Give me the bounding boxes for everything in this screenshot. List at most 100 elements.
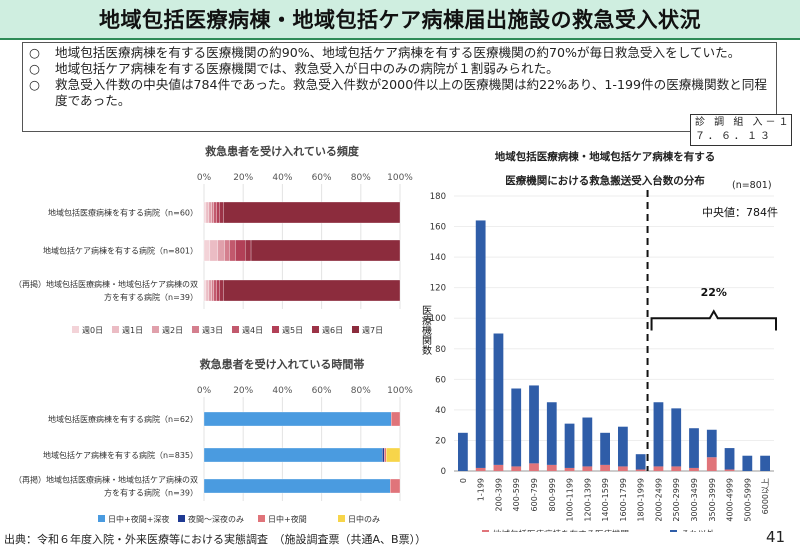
bar-segment — [229, 239, 236, 262]
bar-segment — [458, 432, 468, 471]
x-tick-label: 20% — [233, 173, 253, 183]
legend-label: 週1日 — [122, 326, 143, 335]
bar-segment — [671, 466, 682, 471]
x-tick-label: 6000以上 — [761, 478, 770, 514]
category-label: 地域包括医療病棟を有する病院（n=60） — [48, 208, 198, 218]
category-label: 地域包括医療病棟を有する病院（n=62） — [48, 414, 198, 424]
bar-segment — [219, 201, 224, 224]
x-tick-label: 100% — [387, 173, 413, 183]
median-label: 中央値：784件 — [702, 206, 778, 219]
bar-segment — [689, 428, 699, 468]
bar-segment — [546, 464, 557, 471]
y-tick-label: 140 — [430, 253, 446, 263]
x-tick-label: 3500-3999 — [708, 478, 717, 522]
category-label: （再掲）地域包括医療病棟・地域包括ケア病棟の双 — [14, 475, 198, 485]
x-tick-label: 40% — [272, 386, 292, 396]
bar-segment — [390, 478, 401, 494]
stamp-line-1: 診 調 組 入－１ — [695, 117, 792, 128]
bar-segment — [203, 201, 207, 224]
y-tick-label: 160 — [430, 223, 446, 233]
legend-label: 日中+夜間 — [268, 514, 307, 524]
bar-segment — [742, 455, 753, 471]
legend-label: 週4日 — [242, 326, 263, 335]
bar-segment — [382, 447, 385, 463]
x-tick-label: 5000-5999 — [743, 478, 752, 522]
bar-segment — [760, 455, 770, 471]
bar-segment — [635, 454, 646, 470]
legend-swatch — [258, 515, 265, 522]
y-tick-label: 20 — [435, 436, 446, 446]
x-tick-label: 100% — [387, 386, 413, 396]
bar-segment — [235, 239, 246, 262]
bar-segment — [213, 279, 217, 302]
legend-label: 週2日 — [162, 326, 183, 335]
bullet-icon: ○ — [29, 45, 40, 60]
x-tick-label: 2000-2499 — [654, 478, 663, 522]
bar-segment — [493, 464, 504, 471]
bar-segment — [203, 447, 383, 463]
summary-box: ○ 地域包括医療病棟を有する医療機関の約90%、地域包括ケア病棟を有する医療機関… — [22, 42, 777, 132]
bar-segment — [564, 423, 575, 468]
bar-segment — [706, 429, 717, 458]
x-tick-label: 80% — [351, 386, 371, 396]
source-footer: 出典：令和６年度入院・外来医療等における実態調査 （施設調査票（共通A、B票）） — [4, 533, 427, 546]
summary-text: 救急受入件数の中央値は784件であった。救急受入件数が2000件以上の医療機関は… — [55, 77, 767, 108]
x-tick-label: 3000-3499 — [690, 478, 699, 522]
y-tick-label: 60 — [435, 375, 446, 385]
bar-segment — [384, 447, 387, 463]
bar-segment — [475, 467, 486, 471]
bar-segment — [209, 239, 218, 262]
bar-segment — [223, 201, 401, 224]
bar-segment — [564, 467, 575, 471]
bullet-icon: ○ — [29, 77, 40, 92]
time-slot-chart: 救急患者を受け入れている時間帯 0% 20% 40% 60% 80% 100% 地域包括医療病… — [14, 357, 413, 524]
x-tick-label: 1800-1999 — [637, 478, 646, 522]
x-tick-label: 80% — [351, 173, 371, 183]
legend-swatch — [112, 326, 119, 333]
bar-segment — [213, 201, 217, 224]
bar-segment — [493, 333, 504, 465]
legend-swatch — [482, 530, 489, 532]
legend-swatch — [670, 530, 677, 532]
bar-segment — [391, 411, 401, 427]
legend-label: 週6日 — [322, 326, 343, 335]
bar-segment — [224, 239, 230, 262]
legend-label: 週7日 — [362, 326, 383, 335]
bar-segment — [205, 279, 210, 302]
x-tick-label: 2500-2999 — [672, 478, 681, 522]
summary-item: ○ 救急受入件数の中央値は784件であった。救急受入件数が2000件以上の医療機… — [29, 77, 770, 109]
bar-segment — [203, 239, 211, 262]
bar-segment — [706, 457, 717, 471]
bar-segment — [546, 402, 557, 465]
x-tick-label: 1600-1799 — [619, 478, 628, 522]
title-bar — [0, 0, 800, 40]
bar-segment — [689, 467, 699, 471]
annotation-label: 22% — [701, 286, 727, 299]
annotation-bracket — [650, 309, 777, 331]
category-label: （再掲）地域包括医療病棟・地域包括ケア病棟の双 — [14, 279, 198, 289]
legend-label: 日中のみ — [348, 514, 380, 524]
bar-segment — [211, 279, 214, 302]
summary-text: 地域包括医療病棟を有する医療機関の約90%、地域包括ケア病棟を有する医療機関の約… — [55, 45, 741, 60]
x-tick-label: 0% — [197, 386, 212, 396]
x-tick-label: 200-399 — [494, 478, 503, 511]
bar-segment — [600, 464, 610, 471]
bar-segment — [203, 279, 207, 302]
bar-segment — [511, 466, 522, 471]
bar-segment — [671, 408, 682, 467]
bar-segment — [600, 432, 610, 465]
x-tick-label: 1-199 — [477, 478, 486, 501]
document-stamp: 診 調 組 入－１ ７．６．１３ — [690, 114, 792, 146]
x-tick-label: 1400-1599 — [601, 478, 610, 522]
chart-title: 地域包括医療病棟・地域包括ケア病棟を有する — [495, 150, 716, 163]
legend-swatch — [98, 515, 105, 522]
bar-segment — [223, 279, 401, 302]
x-tick-label: 60% — [312, 173, 332, 183]
legend-label: 週0日 — [82, 326, 103, 335]
x-tick-label: 800-999 — [548, 478, 557, 511]
legend-swatch — [272, 326, 279, 333]
bar-segment — [208, 279, 212, 302]
legend-swatch — [178, 515, 185, 522]
frequency-chart: 救急患者を受け入れている頻度 0% 20% 40% 60% 80% 100% 地域包括医療病棟… — [14, 144, 413, 335]
chart-title: 救急患者を受け入れている頻度 — [205, 144, 360, 158]
